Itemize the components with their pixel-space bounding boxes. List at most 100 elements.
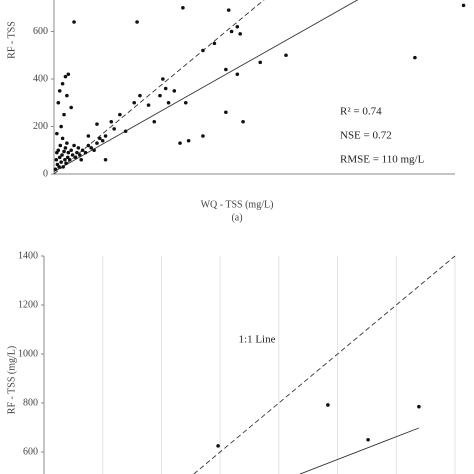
point [69, 148, 73, 153]
y-axis-title: RF - TSS (mg/L) [6, 346, 17, 414]
point [59, 160, 63, 164]
point [366, 437, 370, 442]
point [166, 100, 171, 105]
point [109, 119, 114, 124]
point [284, 53, 288, 58]
x-tick-label: 800 [276, 180, 291, 191]
point [235, 24, 240, 29]
point [58, 143, 63, 148]
point [158, 93, 162, 98]
point [186, 138, 191, 143]
y-tick-label: 400 [33, 73, 48, 84]
point [56, 100, 61, 105]
annotation: NSE = 0.72 [340, 130, 392, 142]
point [63, 157, 67, 162]
point [79, 157, 84, 162]
point [62, 112, 66, 117]
point [76, 146, 81, 150]
point [69, 105, 73, 110]
point [63, 74, 68, 79]
point [66, 150, 71, 155]
y-tick-label: 200 [33, 121, 48, 132]
point [178, 141, 182, 145]
point [92, 148, 96, 153]
point [229, 29, 234, 34]
annotation: 1:1 Line [239, 334, 276, 346]
point [60, 136, 65, 141]
point [138, 93, 142, 98]
point [62, 149, 66, 154]
point [235, 72, 240, 77]
point [59, 124, 63, 129]
point [258, 60, 263, 65]
point [146, 103, 151, 107]
point [161, 77, 165, 81]
y-tick-label: 600 [33, 26, 48, 37]
x-tick-label: 400 [161, 180, 176, 191]
fit-line [193, 255, 456, 474]
y-tick-label: 600 [23, 446, 38, 457]
point [89, 146, 94, 150]
point [201, 48, 205, 53]
point [60, 81, 65, 86]
point [57, 89, 62, 93]
plot: 600 800 1000 1200 1400 1:1 Line [18, 250, 456, 474]
point [83, 150, 88, 155]
point [224, 110, 228, 115]
x-tick-label: 600 [218, 180, 233, 191]
point [152, 119, 157, 124]
point [95, 122, 99, 126]
point [72, 20, 76, 24]
y-tick-label: 1400 [18, 250, 38, 261]
point [73, 155, 78, 160]
point [132, 100, 136, 105]
point [64, 161, 68, 166]
x-tick-label: 1000 [330, 180, 350, 191]
point [53, 167, 58, 172]
x-tick-label: 1200 [388, 180, 408, 191]
point [216, 444, 220, 448]
point [55, 131, 59, 136]
point [163, 86, 168, 91]
y-tick-label: 1200 [18, 299, 38, 310]
point [417, 404, 421, 409]
fit-line [53, 0, 265, 175]
point [65, 141, 69, 145]
point [226, 8, 231, 12]
point [61, 165, 65, 169]
point [80, 148, 85, 153]
point [103, 157, 108, 162]
plot: 0 200 400 600 800 1000 1200 1400 0 200 400 600 R² = … [33, 0, 466, 191]
point [57, 165, 61, 169]
point [98, 136, 102, 141]
point [112, 127, 116, 131]
point [86, 143, 91, 148]
point [201, 134, 205, 138]
point [224, 67, 228, 72]
point [65, 93, 69, 98]
point [60, 153, 64, 157]
point [54, 157, 59, 162]
point [86, 134, 91, 138]
x-tick-label: 1400 [445, 180, 465, 191]
point [135, 20, 139, 24]
annotation: R² = 0.74 [340, 106, 382, 118]
point [65, 155, 70, 160]
point [63, 146, 68, 150]
y-axis-title: RF - TSS [6, 21, 17, 59]
point [57, 155, 62, 160]
point [118, 112, 122, 117]
point [326, 403, 330, 407]
fit-line [299, 427, 420, 474]
point [75, 150, 79, 155]
point [56, 148, 61, 153]
point [238, 32, 242, 36]
point [212, 41, 217, 46]
x-tick-label: 200 [104, 180, 119, 191]
point [72, 143, 76, 148]
point [66, 72, 71, 77]
point [181, 5, 185, 10]
point [123, 129, 128, 134]
y-tick-label: 0 [43, 168, 48, 179]
